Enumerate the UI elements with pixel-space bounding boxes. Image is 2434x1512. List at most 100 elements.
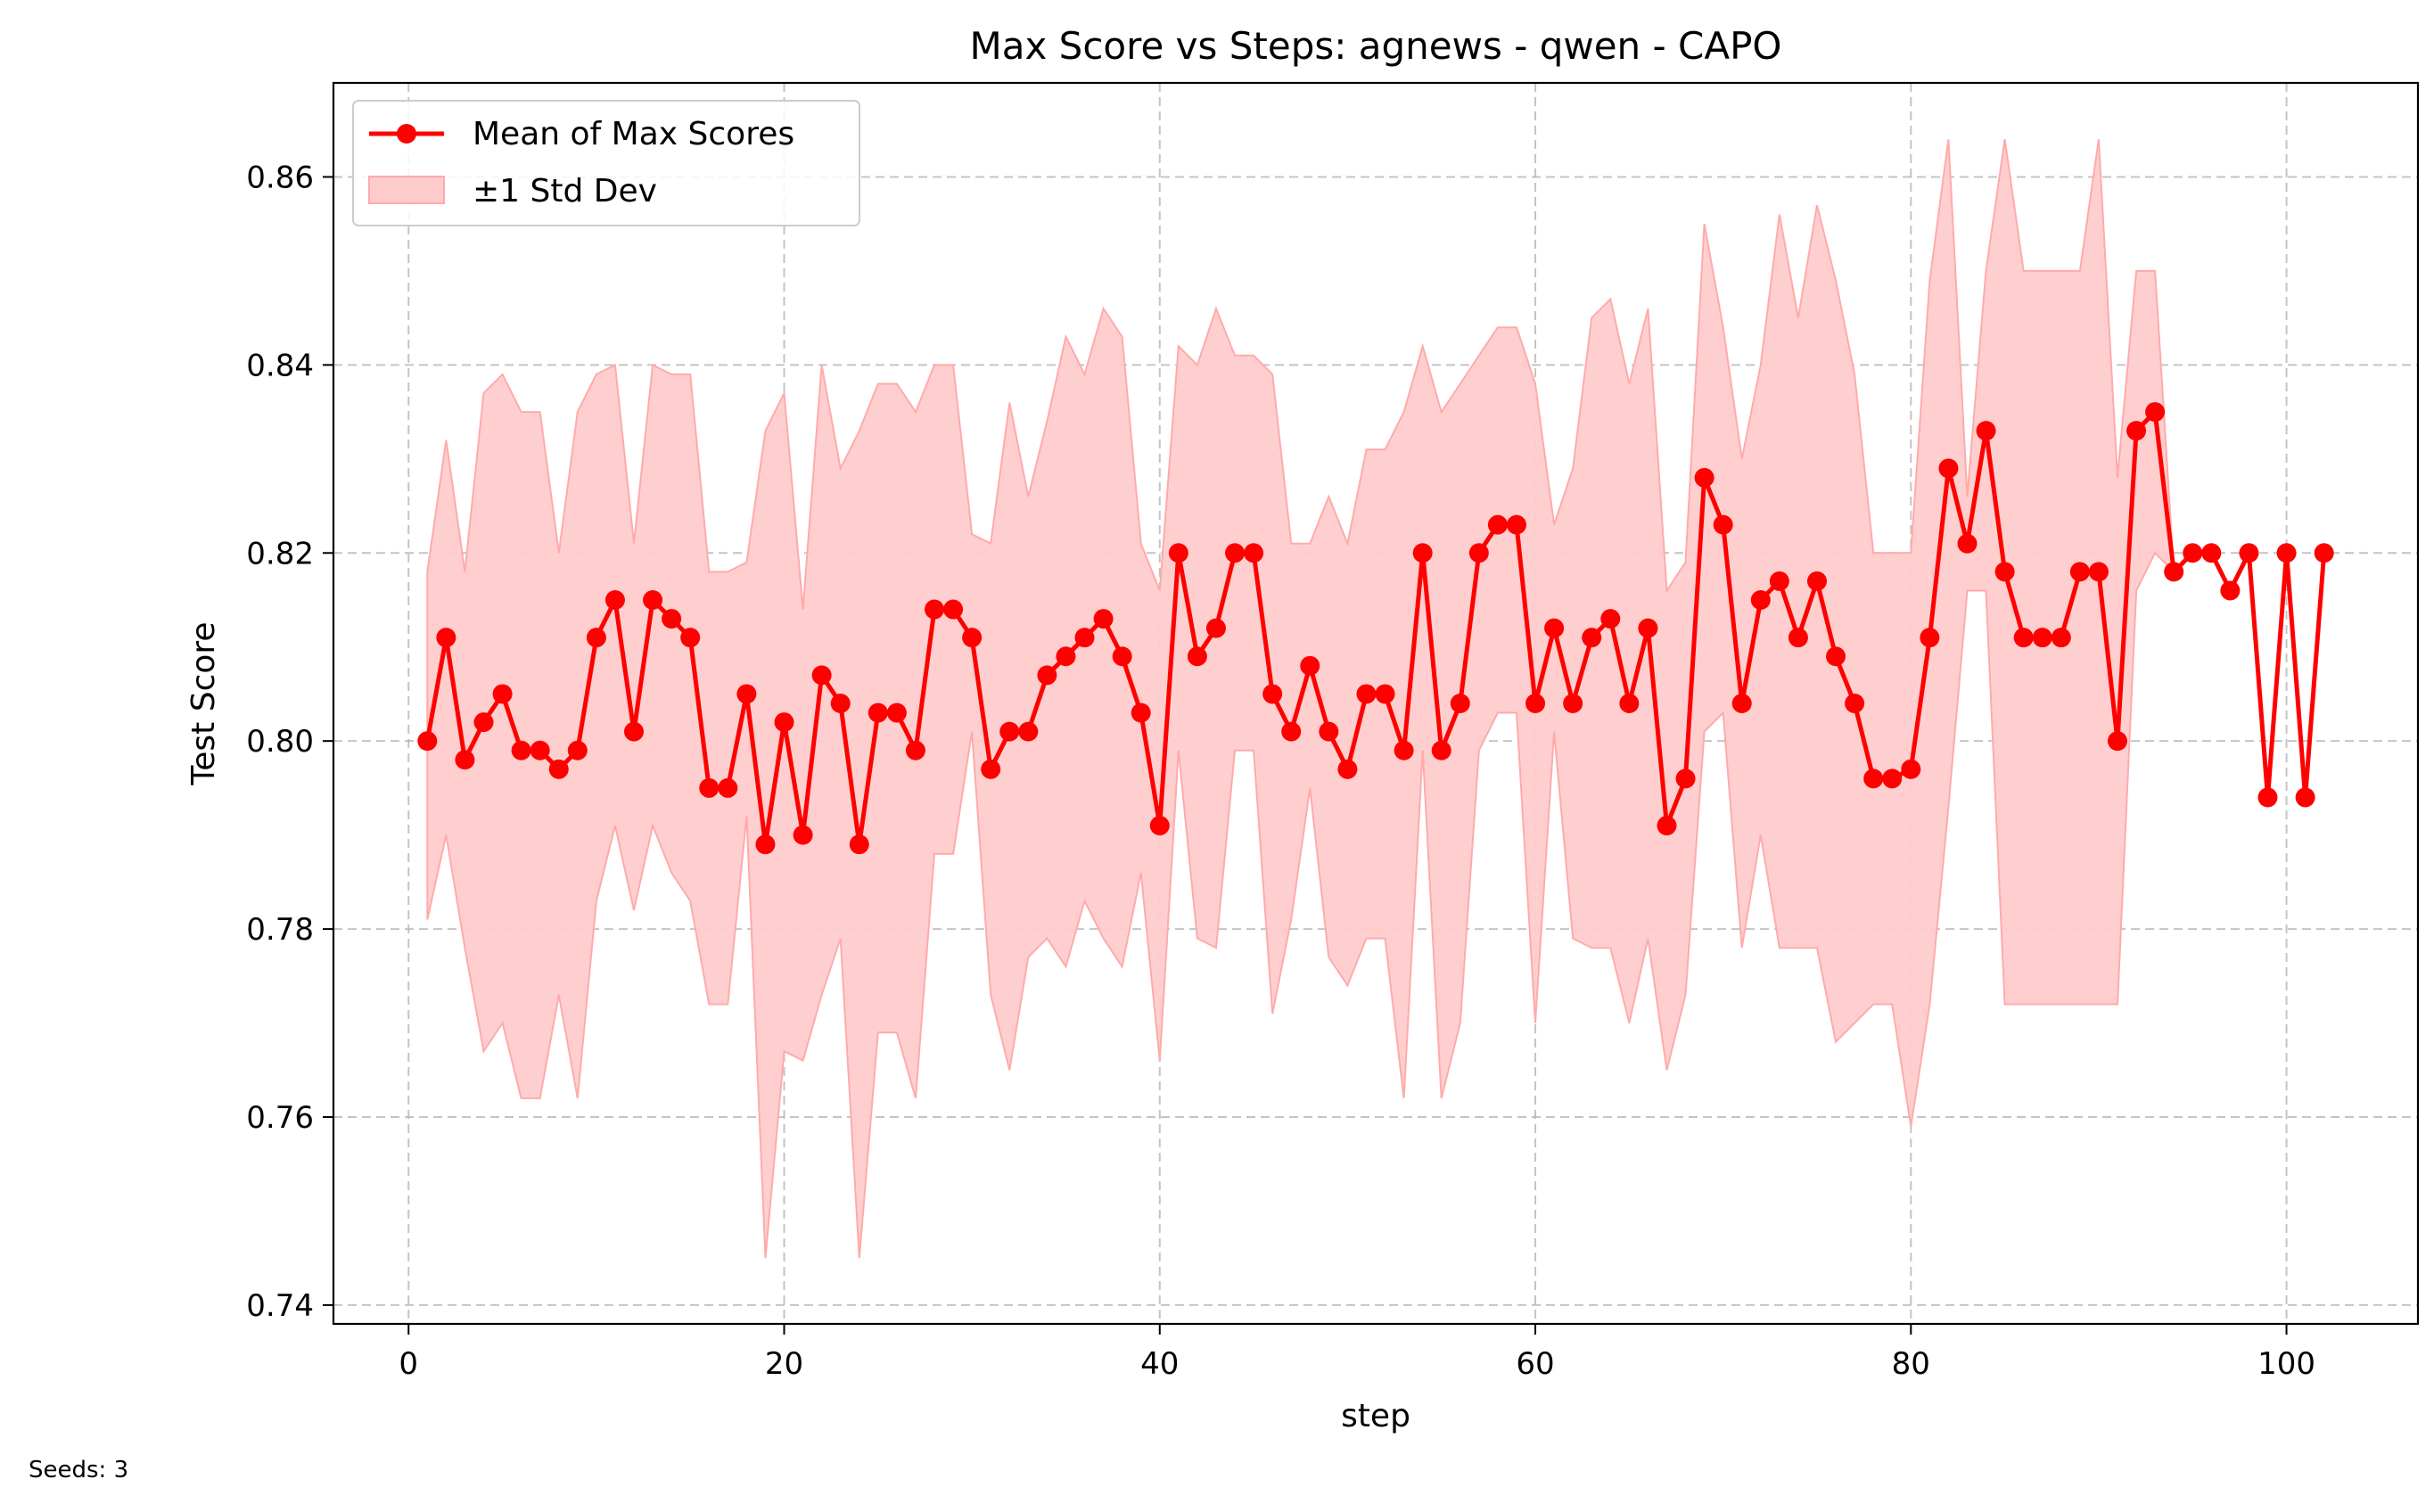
data-point (1394, 740, 1414, 760)
data-point (1675, 768, 1696, 789)
data-point (436, 628, 456, 648)
y-tick-label: 0.78 (246, 912, 314, 948)
data-point (455, 750, 475, 770)
y-tick-label: 0.86 (246, 160, 314, 195)
data-point (2088, 562, 2109, 582)
legend-band-swatch (368, 176, 445, 204)
data-point (586, 628, 606, 648)
data-point (718, 777, 738, 798)
data-point (473, 712, 494, 733)
data-point (1506, 514, 1526, 535)
data-point (2295, 787, 2315, 808)
x-axis-label: step (1341, 1398, 1410, 1434)
legend: Mean of Max Scores ±1 Std Dev (352, 100, 860, 226)
data-point (1187, 646, 1207, 667)
data-point (1901, 759, 1921, 779)
data-point (1112, 646, 1132, 667)
data-point (1281, 721, 1302, 742)
data-point (1337, 759, 1358, 779)
data-point (1750, 590, 1771, 610)
data-point (2183, 543, 2203, 563)
chart-title: Max Score vs Steps: agnews - qwen - CAPO (970, 24, 1782, 68)
data-point (1262, 684, 1283, 704)
data-point (2032, 628, 2052, 648)
data-point (1074, 628, 1095, 648)
data-point (1563, 694, 1583, 713)
data-point (886, 703, 907, 723)
data-point (962, 628, 983, 648)
data-point (755, 834, 776, 855)
data-point (1205, 618, 1226, 638)
data-point (2051, 628, 2071, 648)
data-point (1845, 694, 1865, 713)
data-point (868, 703, 888, 723)
x-tick-label: 100 (2257, 1346, 2315, 1382)
data-point (1957, 533, 1978, 554)
data-point (1375, 684, 1395, 704)
data-point (511, 740, 531, 760)
data-point (1882, 768, 1903, 789)
data-point (1920, 628, 1940, 648)
y-tick-label: 0.82 (246, 536, 314, 571)
x-tick-label: 0 (399, 1346, 418, 1382)
data-point (811, 665, 832, 686)
data-point (643, 590, 663, 610)
axes-frame (332, 81, 2420, 1326)
data-point (2276, 543, 2297, 563)
data-point (1431, 740, 1451, 760)
data-point (1487, 514, 1508, 535)
legend-label-mean: Mean of Max Scores (473, 116, 794, 152)
std-dev-band (426, 139, 2325, 1259)
data-point (548, 759, 569, 779)
y-tick-label: 0.76 (246, 1100, 314, 1136)
data-point (2239, 543, 2259, 563)
data-point (624, 721, 645, 742)
data-point (1018, 721, 1039, 742)
data-point (1168, 543, 1188, 563)
data-point (1713, 514, 1733, 535)
data-point (2013, 628, 2034, 648)
data-point (2126, 421, 2147, 441)
data-point (1525, 694, 1546, 713)
data-point (1093, 609, 1114, 629)
data-point (981, 759, 1001, 779)
data-point (830, 694, 851, 713)
data-point (530, 740, 550, 760)
std-dev-area (426, 139, 2325, 1259)
data-point (567, 740, 588, 760)
data-point (2145, 402, 2166, 423)
data-point (1412, 543, 1433, 563)
axis-ticks: 0 20 40 60 80 100 0.74 0.76 0.78 0.80 0.82 0.84 0.86 (246, 160, 2315, 1382)
data-point (1037, 665, 1057, 686)
x-tick-label: 60 (1516, 1346, 1554, 1382)
data-point (925, 599, 945, 620)
data-point (849, 834, 869, 855)
data-point (1056, 646, 1076, 667)
legend-marker-swatch (397, 124, 416, 144)
data-point (1769, 571, 1789, 591)
data-point (2107, 731, 2127, 752)
seeds-footnote: Seeds: 3 (29, 1457, 129, 1483)
data-point (1450, 694, 1470, 713)
data-point (1806, 571, 1827, 591)
data-point (1657, 816, 1677, 836)
data-point (793, 825, 813, 845)
data-point (1225, 543, 1246, 563)
y-axis-label: Test Score (185, 621, 222, 785)
data-point (999, 721, 1020, 742)
data-point (2220, 580, 2241, 601)
data-point (1600, 609, 1621, 629)
data-point (1319, 721, 1339, 742)
data-point (1149, 816, 1170, 836)
data-point (774, 712, 794, 733)
data-point (1863, 768, 1884, 789)
data-point (1582, 628, 1602, 648)
x-tick-label: 20 (765, 1346, 803, 1382)
data-point (2164, 562, 2184, 582)
y-tick-label: 0.80 (246, 724, 314, 760)
data-point (1826, 646, 1846, 667)
data-point (1694, 467, 1714, 488)
data-point (699, 777, 720, 798)
data-point (1356, 684, 1377, 704)
data-point (2314, 543, 2334, 563)
